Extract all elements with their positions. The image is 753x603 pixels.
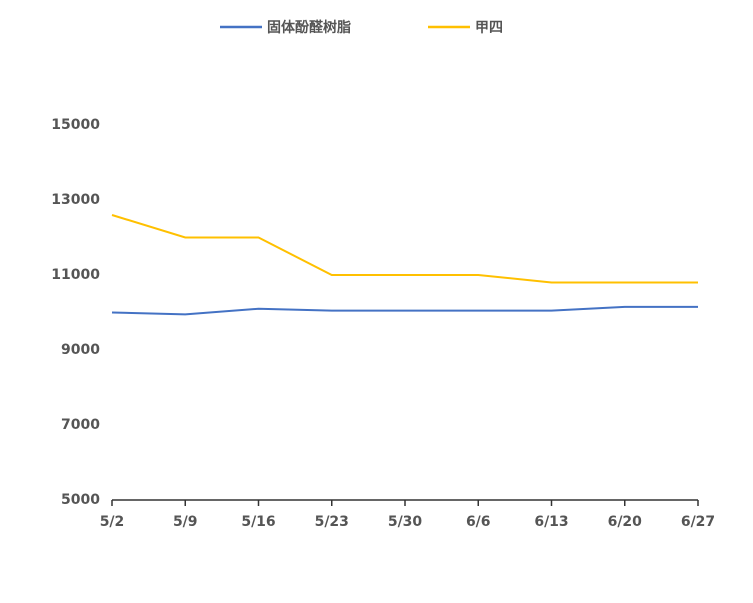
y-tick-label: 5000	[61, 492, 100, 508]
x-tick-label: 5/2	[100, 514, 125, 530]
legend-label: 固体酚醛树脂	[267, 19, 351, 36]
x-tick-label: 6/13	[534, 514, 568, 530]
x-tick-label: 6/27	[681, 514, 715, 530]
x-tick-label: 5/16	[241, 514, 275, 530]
series-line	[111, 305, 698, 316]
x-tick-label: 5/23	[315, 514, 349, 530]
y-tick-label: 13000	[51, 192, 100, 208]
x-tick-label: 5/9	[173, 514, 198, 530]
y-tick-label: 9000	[61, 342, 100, 358]
y-tick-label: 7000	[61, 417, 100, 433]
x-tick-label: 5/30	[388, 514, 423, 530]
x-tick-label: 6/6	[466, 514, 491, 530]
y-tick-label: 11000	[51, 267, 100, 283]
series-line	[111, 214, 698, 284]
legend-label: 甲四	[475, 20, 503, 36]
y-tick-label: 15000	[51, 117, 100, 133]
x-tick-label: 6/20	[608, 514, 643, 530]
